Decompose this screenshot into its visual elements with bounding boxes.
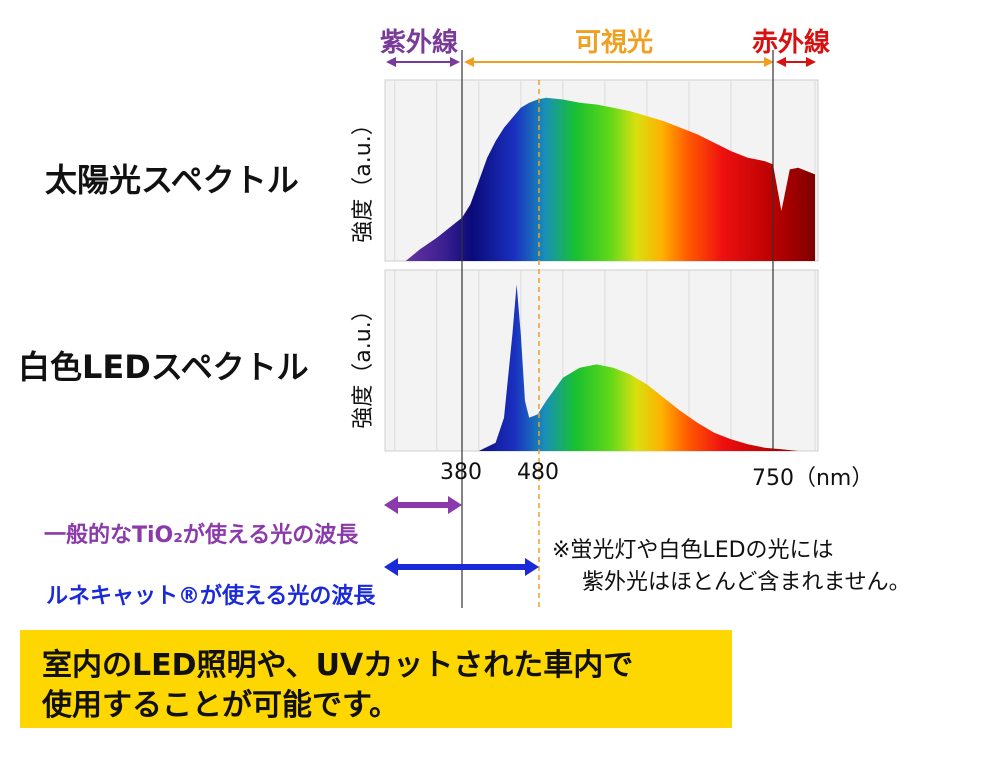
tio2-caption: 一般的なTiO₂が使える光の波長 [44, 523, 359, 548]
banner-line-2: 使用することが可能です。 [42, 688, 399, 723]
note-line-1: ※蛍光灯や白色LEDの光には [552, 538, 834, 563]
uv-band-label: 紫外線 [380, 28, 459, 58]
tick-380: 380 [440, 460, 482, 485]
summary-banner [20, 630, 732, 728]
tio2-arrow [384, 496, 462, 514]
lunekat-arrow [384, 558, 539, 576]
led-spectrum-area [478, 284, 799, 451]
visible-band-arrow [464, 57, 774, 67]
visible-band-label: 可視光 [575, 28, 654, 58]
uv-band-arrow [386, 57, 460, 67]
tick-750: 750（nm） [752, 466, 874, 491]
ir-band-arrow [776, 57, 816, 67]
banner-line-1: 室内のLED照明や、UVカットされた車内で [42, 648, 634, 683]
lunekat-caption: ルネキャット®が使える光の波長 [46, 584, 376, 609]
note-line-2: 紫外光はほとんど含まれません。 [582, 570, 911, 595]
sun-spectrum-area [405, 97, 815, 261]
sun-spectrum-label: 太陽光スペクトル [45, 161, 299, 199]
ir-band-label: 赤外線 [752, 28, 831, 58]
led-spectrum-label: 白色LEDスペクトル [18, 348, 309, 386]
tick-480: 480 [517, 460, 559, 485]
